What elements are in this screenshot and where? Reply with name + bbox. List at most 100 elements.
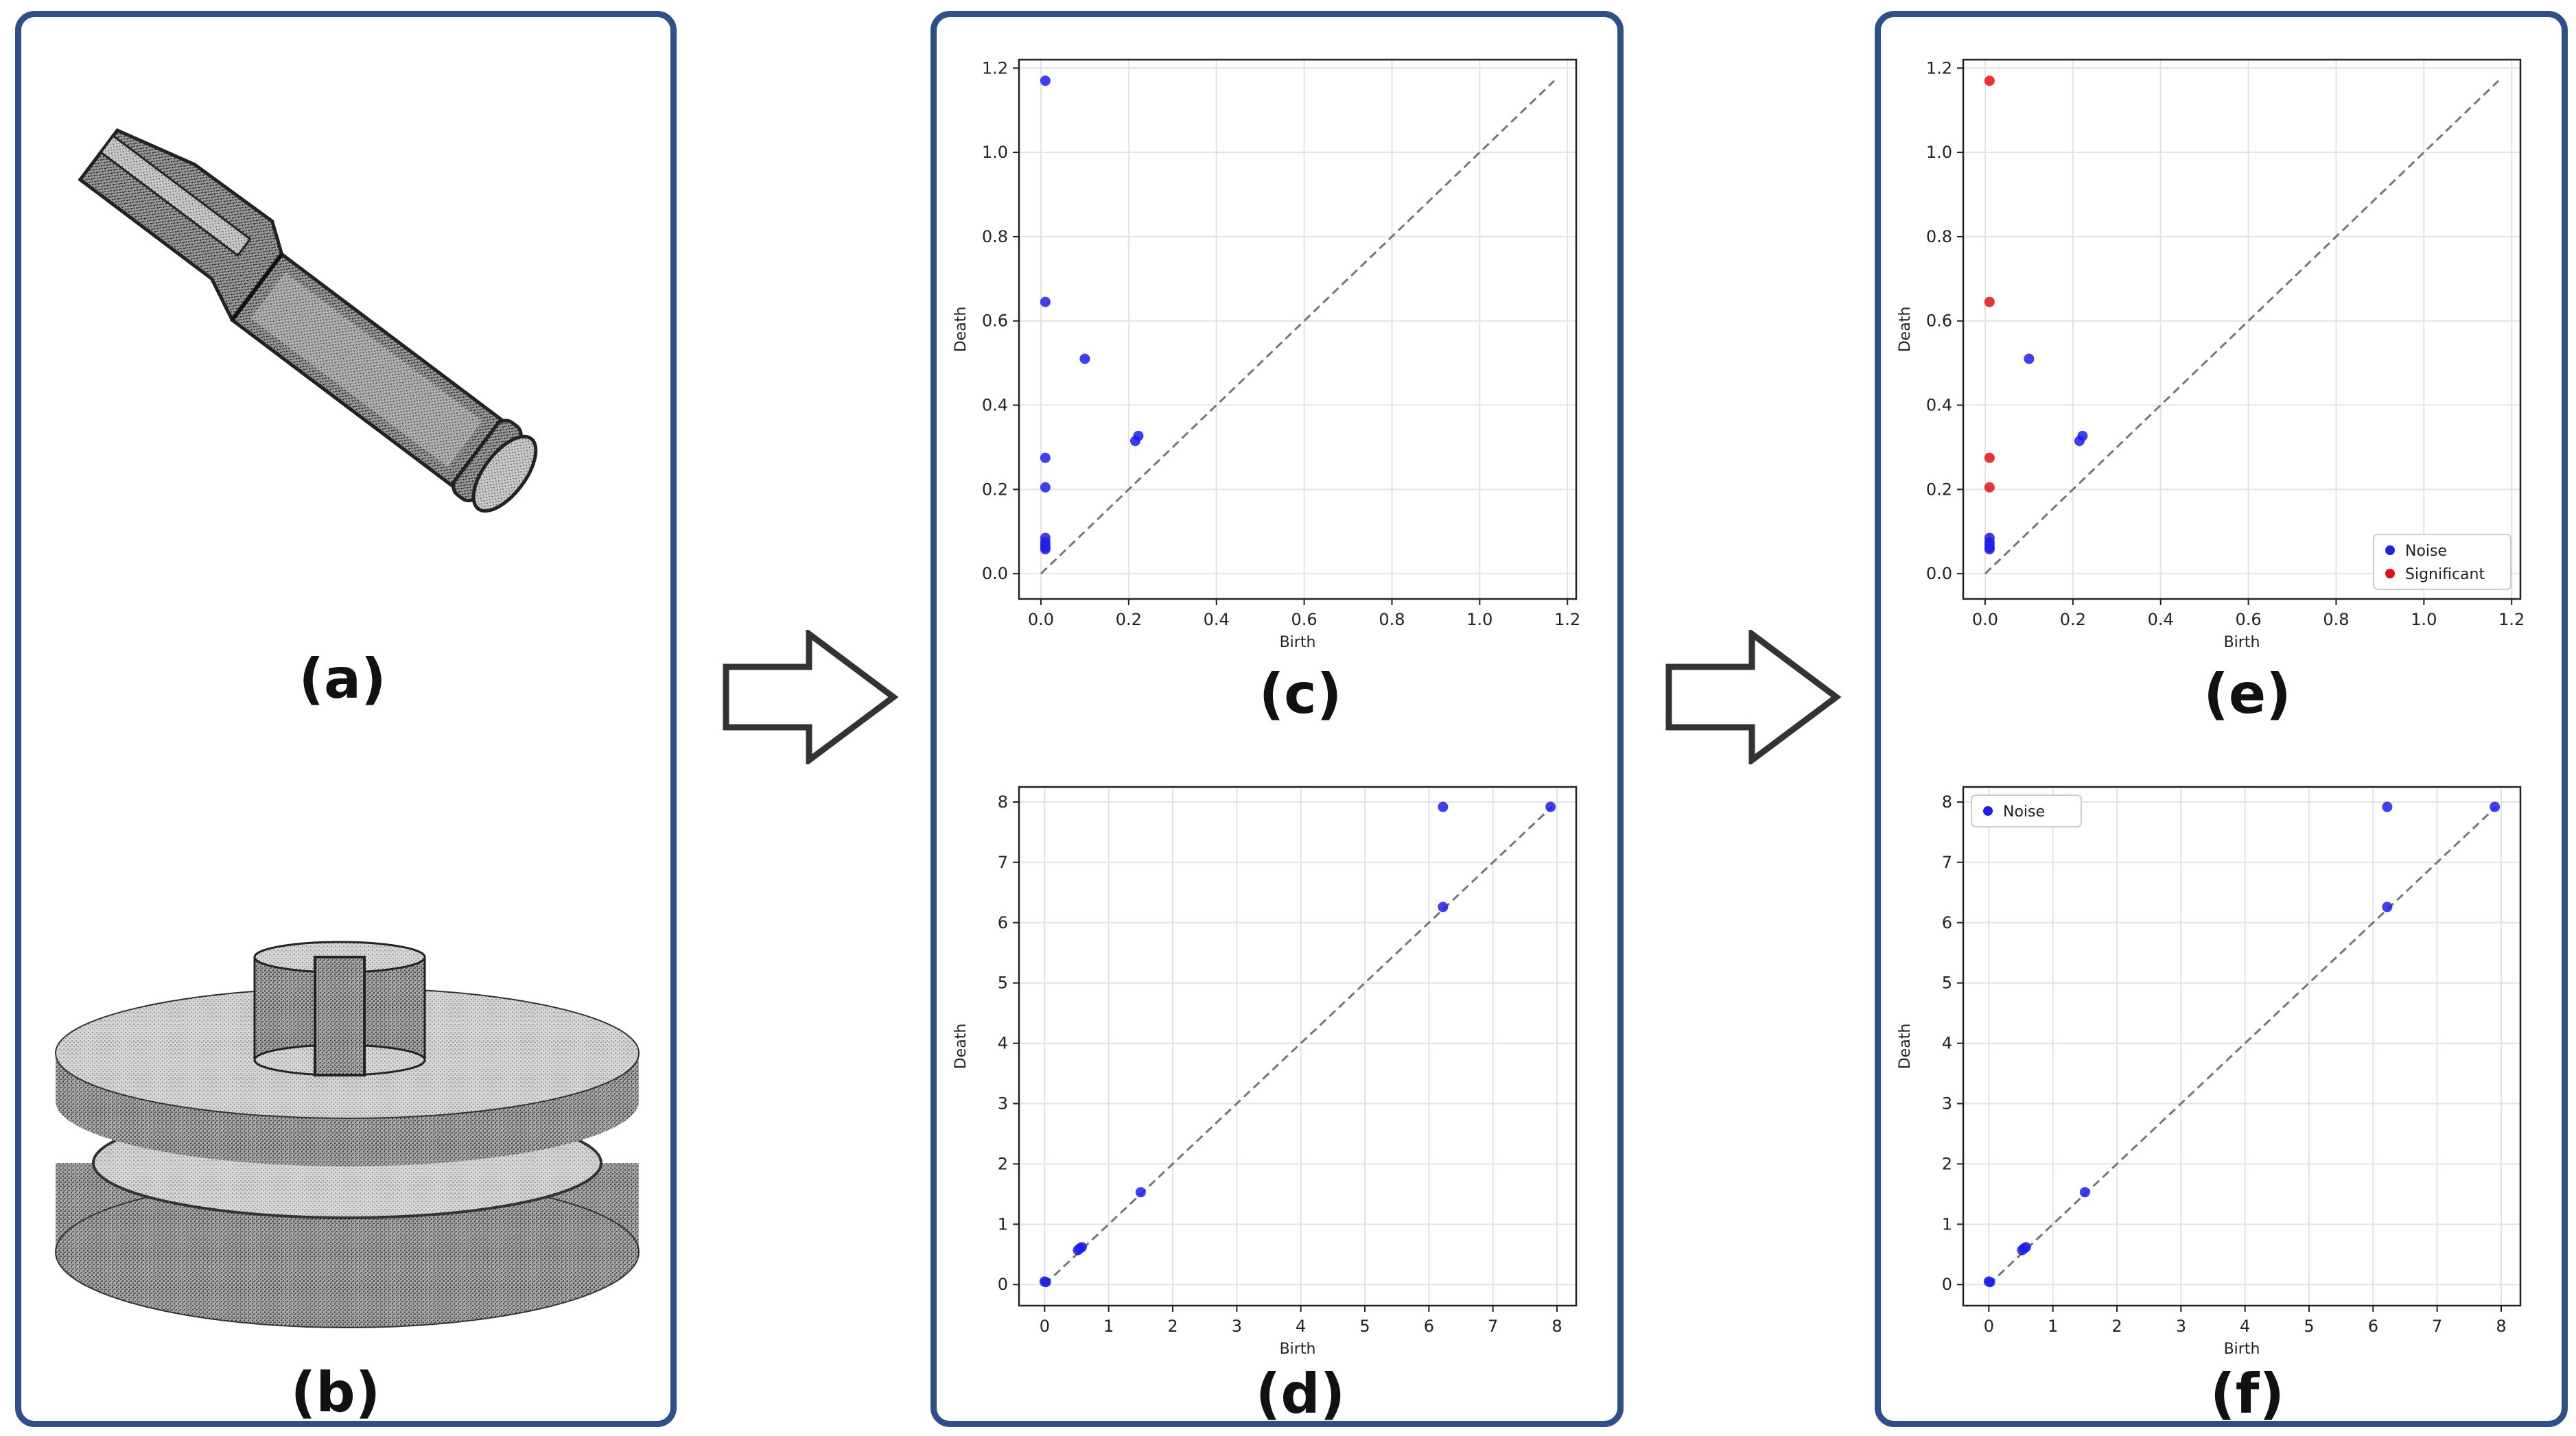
chart-d: 0 1 2 3 4 5 6 7 8 0 1 2 3 4 5 6 7 8 Birth Death [952,786,1578,1358]
noise-point [2382,801,2393,812]
x-tick-label: 1.0 [2411,610,2437,629]
noise-point [1040,452,1051,463]
plot-frame [1962,58,2522,600]
chart-e: 0.0 0.2 0.4 0.6 0.8 1.0 1.2 0.0 0.2 0.4 0.6 0.8 1.0 1… [1897,58,2525,651]
x-axis-label: Birth [2224,1341,2260,1358]
x-tick-label: 0.8 [2323,610,2349,629]
y-tick-label: 4 [998,1034,1008,1053]
noise-point [1079,353,1090,364]
diagonal-line [1984,80,2500,575]
y-tick-label: 0.2 [1926,480,1952,499]
x-tick-label: 2 [2111,1317,2122,1336]
y-tick-label: 0 [1942,1275,1952,1294]
y-tick-label: 8 [1942,792,1952,812]
plot-frame [1018,58,1578,600]
significant-point [1984,296,1995,307]
label-d: (d) [1255,1362,1346,1426]
noise-point [1040,482,1051,493]
y-tick-label: 5 [1942,974,1952,993]
x-tick-label: 4 [1296,1317,1306,1336]
noise-point [1040,75,1051,86]
disc-shape [55,941,640,1328]
y-tick-label: 1.0 [1926,143,1952,162]
x-tick-label: 1 [2048,1317,2058,1336]
x-tick-label: 0.6 [2236,610,2262,629]
y-tick-label: 4 [1942,1034,1952,1053]
x-tick-label: 3 [1232,1317,1242,1336]
y-tick-label: 3 [1942,1094,1952,1114]
x-tick-label: 0.0 [1972,610,1998,629]
noise-point [1040,1277,1051,1288]
y-tick-label: 1.0 [982,143,1008,162]
x-tick-label: 7 [2432,1317,2442,1336]
y-tick-label: 1 [1942,1214,1952,1234]
right-arrow-icon-2 [1665,630,1842,764]
x-tick-label: 8 [1552,1317,1562,1336]
x-tick-label: 6 [2368,1317,2378,1336]
diagonal-line [1044,805,1553,1286]
y-tick-label: 1 [998,1214,1008,1234]
x-tick-label: 1.0 [1466,610,1492,629]
y-tick-label: 0.8 [1926,227,1952,246]
x-tick-label: 0 [1040,1317,1050,1336]
noise-point [1040,544,1051,555]
label-f: (f) [2210,1362,2284,1426]
y-axis-label: Death [1897,1024,1914,1070]
y-tick-label: 0.6 [1926,311,1952,331]
x-tick-label: 3 [2176,1317,2186,1336]
x-tick-label: 5 [1359,1317,1370,1336]
y-tick-label: 6 [998,913,1008,932]
x-tick-label: 1 [1103,1317,1114,1336]
y-tick-label: 8 [998,792,1008,812]
chart-f: 0 1 2 3 4 5 6 7 8 0 1 2 3 4 5 6 7 8 Birth Death Noise [1897,786,2522,1358]
label-c: (c) [1258,662,1342,726]
noise-point [1984,544,1995,555]
x-tick-label: 0.2 [2060,610,2086,629]
legend-marker [2385,569,2395,578]
y-tick-label: 7 [998,853,1008,872]
legend-marker [1983,806,1993,816]
chart-c: 0.0 0.2 0.4 0.6 0.8 1.0 1.2 0.0 0.2 0.4 0.6 0.8 1.0 1… [952,58,1580,651]
x-tick-label: 0 [1984,1317,1994,1336]
plot-frame [1962,786,2522,1307]
x-tick-label: 8 [2496,1317,2506,1336]
diagonal-line [1988,805,2497,1286]
y-tick-label: 0.6 [982,311,1008,331]
y-axis-label: Death [952,1024,970,1070]
y-axis-label: Death [952,307,970,353]
y-tick-label: 7 [1942,853,1952,872]
point-cloud-b [55,941,640,1328]
y-tick-label: 0.2 [982,480,1008,499]
label-a: (a) [298,647,386,711]
noise-point [2024,353,2035,364]
label-b: (b) [290,1361,381,1424]
y-tick-label: 3 [998,1094,1008,1114]
y-tick-label: 2 [1942,1154,1952,1173]
plot-frame [1018,786,1578,1307]
y-tick-label: 0 [998,1275,1008,1294]
x-axis-label: Birth [2224,634,2260,651]
y-tick-label: 1.2 [1926,58,1952,78]
legend-marker [2385,545,2395,555]
legend-label: Noise [2003,803,2045,821]
right-arrow-icon [723,630,899,764]
x-tick-label: 0.4 [1204,610,1230,629]
persistence-panel-classified: 0.0 0.2 0.4 0.6 0.8 1.0 1.2 0.0 0.2 0.4 0.6 0.8 1.0 1… [1875,11,2568,1427]
x-tick-label: 5 [2304,1317,2314,1336]
noise-point [1438,902,1449,913]
y-axis-label: Death [1897,307,1914,353]
y-tick-label: 0.0 [1926,564,1952,583]
legend-label: Significant [2405,566,2485,583]
diagonal-line [1040,80,1556,575]
legend-box [1971,794,2082,827]
noise-point [1133,430,1144,441]
noise-point [1135,1187,1146,1198]
noise-point [2020,1242,2031,1253]
label-e: (e) [2203,662,2291,726]
x-tick-label: 0.8 [1379,610,1405,629]
y-tick-label: 1.2 [982,58,1008,78]
noise-point [1040,296,1051,307]
x-tick-label: 0.4 [2148,610,2174,629]
x-tick-label: 0.0 [1028,610,1054,629]
persistence-panel-raw: 0.0 0.2 0.4 0.6 0.8 1.0 1.2 0.0 0.2 0.4 0.6 0.8 1.0 1… [930,11,1624,1427]
